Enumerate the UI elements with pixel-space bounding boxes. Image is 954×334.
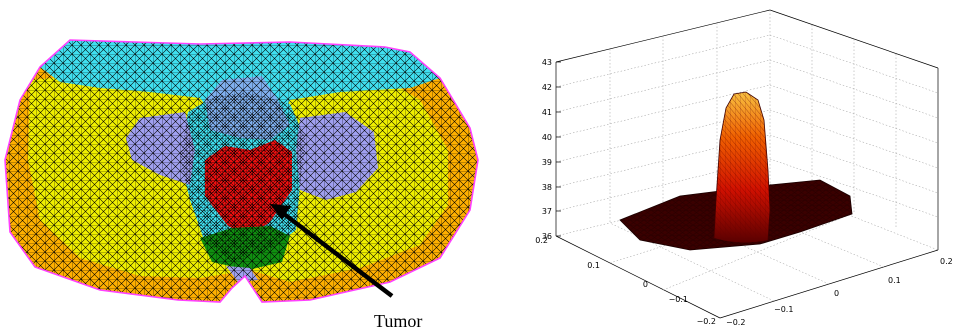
x-tick-label: 0 — [643, 280, 648, 289]
y-tick-label: 0.2 — [940, 257, 953, 266]
mesh-grid-dense — [180, 92, 306, 262]
y-axis: −0.2 −0.1 0 0.1 0.2 — [726, 257, 953, 327]
z-tick-label: 42 — [542, 83, 552, 92]
z-tick-label: 39 — [542, 158, 552, 167]
y-tick-label: 0 — [834, 289, 839, 298]
mesh-cross-section: Tumor — [4, 39, 479, 331]
y-tick-label: −0.2 — [726, 318, 745, 327]
tumor-annotation: Tumor — [374, 311, 422, 331]
x-axis: 0.2 0.1 0 −0.1 −0.2 — [535, 236, 716, 326]
z-tick-label: 37 — [542, 207, 552, 216]
z-axis: 43 42 41 40 39 38 37 36 — [542, 58, 561, 241]
z-tick-label: 38 — [542, 183, 552, 192]
y-tick-label: −0.1 — [774, 305, 793, 314]
z-tick-label: 40 — [542, 133, 552, 142]
x-tick-label: 0.2 — [535, 236, 548, 245]
x-tick-label: −0.1 — [669, 295, 688, 304]
z-tick-label: 41 — [542, 108, 552, 117]
body-outline — [4, 39, 479, 303]
surface-plot: 43 42 41 40 39 38 37 36 0.2 0.1 0 −0.1 −… — [535, 9, 953, 327]
y-tick-label: 0.1 — [888, 276, 901, 285]
z-tick-label: 36 — [542, 232, 552, 241]
tumor-arrow — [270, 204, 394, 298]
surface-peak — [713, 91, 771, 243]
x-tick-label: 0.1 — [587, 261, 600, 270]
x-tick-label: −0.2 — [697, 317, 716, 326]
z-tick-label: 43 — [542, 58, 552, 67]
